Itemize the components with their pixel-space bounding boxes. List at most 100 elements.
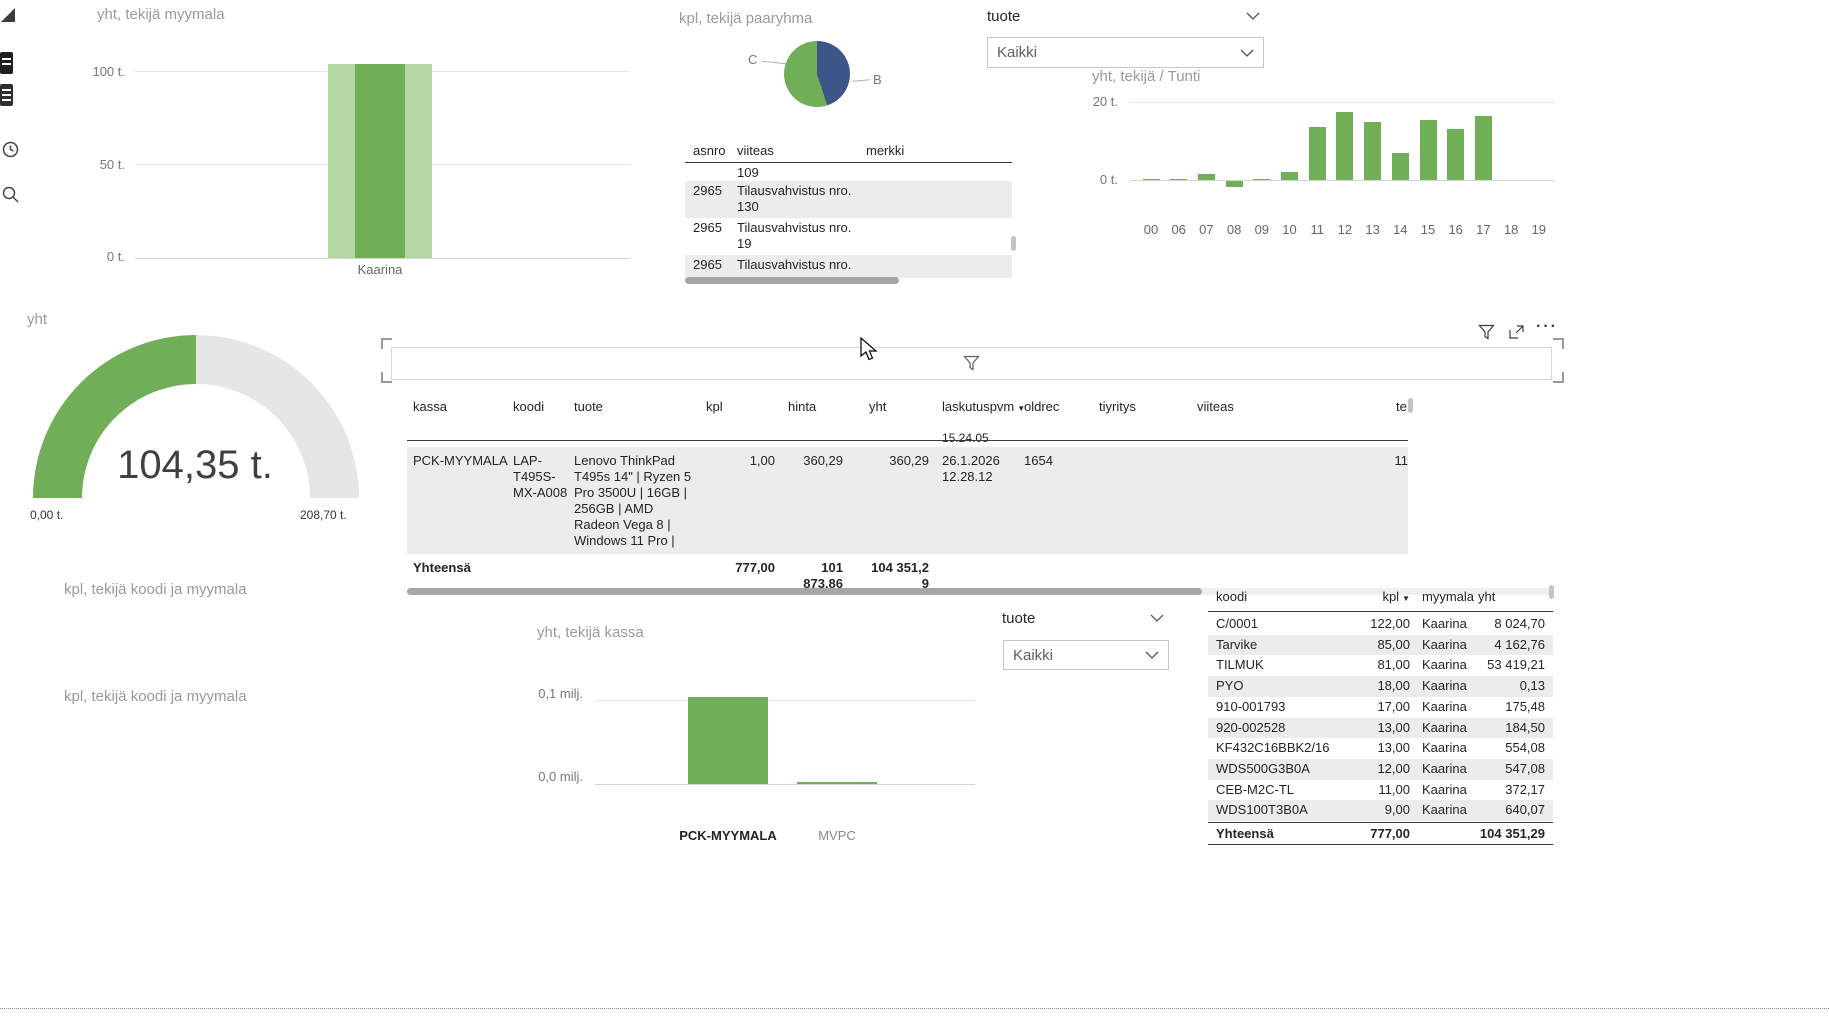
orders-col-merkki[interactable]: merkki: [866, 143, 905, 158]
bar-09[interactable]: [1253, 178, 1271, 180]
summary-row[interactable]: TILMUK 81,00 Kaarina 53 419,21: [1208, 655, 1553, 676]
bar-12[interactable]: [1336, 111, 1354, 180]
orders-col-asnro[interactable]: asnro: [693, 143, 726, 158]
bar-11[interactable]: [1308, 127, 1326, 180]
bar-06[interactable]: [1170, 179, 1188, 180]
table-filter-box[interactable]: [391, 347, 1552, 380]
orders-col-viiteas[interactable]: viiteas: [737, 143, 774, 158]
summary-cell-koodi: TILMUK: [1216, 657, 1264, 673]
chevron-down-icon[interactable]: [1246, 12, 1260, 20]
main-col-hinta[interactable]: hinta: [788, 399, 817, 414]
ytick: 0,1 milj.: [538, 686, 583, 701]
summary-cell-koodi: PYO: [1216, 678, 1244, 694]
summary-cell-yht: 554,08: [1505, 740, 1545, 756]
x-axis-label: 16: [1448, 222, 1463, 237]
summary-cell-koodi: CEB-M2C-TL: [1216, 781, 1295, 797]
summary-col-myymala[interactable]: myymala: [1422, 589, 1475, 604]
summary-col-yht[interactable]: yht: [1478, 589, 1496, 604]
filter-icon[interactable]: [1478, 324, 1495, 340]
summary-cell-yht: 640,07: [1505, 802, 1545, 818]
summary-cell-myymala: Kaarina: [1422, 740, 1467, 756]
summary-cell-myymala: Kaarina: [1422, 802, 1467, 818]
main-col-te[interactable]: te: [1396, 399, 1407, 414]
orders-row[interactable]: 2965 Tilausvahvistus nro. 19: [685, 218, 1012, 255]
selection-corner: [1553, 372, 1564, 383]
main-col-tiyritys[interactable]: tiyritys: [1099, 399, 1136, 414]
summary-cell-myymala: Kaarina: [1422, 760, 1467, 776]
bar-08[interactable]: [1225, 181, 1243, 187]
cell-yht: 360,29: [889, 453, 929, 468]
orders-row[interactable]: 2965 Tilausvahvistus nro.: [685, 255, 1012, 278]
summary-col-koodi[interactable]: koodi: [1216, 589, 1248, 604]
main-col-kpl[interactable]: kpl: [706, 399, 723, 414]
orders-row[interactable]: 109: [685, 163, 1012, 181]
summary-cell-kpl: 12,00: [1377, 760, 1410, 776]
ytick: 50 t.: [99, 157, 125, 172]
gauge-min: 0,00 t.: [30, 508, 64, 522]
bar-Kaarina[interactable]: [328, 63, 432, 258]
bar-PCK-MYYMALA[interactable]: [688, 696, 768, 784]
summary-row[interactable]: Tarvike 85,00 Kaarina 4 162,76: [1208, 634, 1553, 656]
bar-14[interactable]: [1391, 152, 1409, 180]
pie-chart-paaryhma[interactable]: [784, 41, 850, 107]
summary-row[interactable]: WDS100T3B0A 9,00 Kaarina 640,07: [1208, 800, 1553, 821]
dropdown-tuote-bottom[interactable]: Kaikki: [1003, 640, 1169, 670]
bar-chart-kassa: PCK-MYYMALA MVPC: [595, 690, 975, 850]
dropdown-tuote-top[interactable]: Kaikki: [987, 37, 1264, 68]
orders-row[interactable]: 2965 Tilausvahvistus nro. 130: [685, 181, 1012, 218]
search-icon[interactable]: [2, 186, 19, 203]
summary-col-kpl[interactable]: kpl ▼: [1382, 589, 1410, 604]
x-axis-label: 18: [1503, 222, 1519, 237]
collapse-icon[interactable]: [1, 8, 15, 22]
bar-10[interactable]: [1281, 172, 1298, 180]
summary-row[interactable]: C/0001 122,00 Kaarina 8 024,70: [1208, 614, 1553, 635]
summary-row[interactable]: PYO 18,00 Kaarina 0,13: [1208, 676, 1553, 697]
x-axis-label: 13: [1365, 222, 1380, 237]
bar-13[interactable]: [1364, 121, 1382, 180]
orders-vscrollbar[interactable]: [1011, 236, 1016, 251]
orders-cell: 2965: [693, 257, 722, 272]
main-hscrollbar[interactable]: [407, 588, 1202, 595]
main-col-oldrec[interactable]: oldrec: [1024, 399, 1060, 414]
summary-row[interactable]: 910-001793 17,00 Kaarina 175,48: [1208, 697, 1553, 718]
ytick: 100 t.: [92, 64, 125, 79]
layers-icon[interactable]: [0, 84, 13, 106]
main-col-koodi[interactable]: koodi: [513, 399, 545, 414]
table-row[interactable]: PCK-MYYMALA LAP-T495S-MX-A008 Lenovo Think…: [407, 447, 1408, 554]
bar-07[interactable]: [1197, 174, 1215, 180]
summary-vscrollbar[interactable]: [1549, 585, 1554, 599]
bar-15[interactable]: [1419, 119, 1437, 180]
pie-callout-line: [851, 79, 871, 82]
cell-te: 11: [1394, 453, 1409, 468]
report-page-icon[interactable]: [0, 52, 13, 74]
main-col-laskutuspvm[interactable]: laskutuspvm ▼: [942, 399, 1026, 414]
more-options-icon[interactable]: ···: [1536, 318, 1558, 335]
main-col-yht[interactable]: yht: [869, 399, 887, 414]
summary-cell-myymala: Kaarina: [1422, 636, 1467, 652]
bar-16[interactable]: [1447, 129, 1465, 180]
x-axis-label: 12: [1337, 222, 1353, 237]
bar-MVPC[interactable]: [797, 782, 877, 784]
summary-row[interactable]: KF432C16BBK2/16 13,00 Kaarina 554,08: [1208, 738, 1553, 759]
chevron-down-icon[interactable]: [1150, 614, 1164, 622]
summary-row[interactable]: CEB-M2C-TL 11,00 Kaarina 372,17: [1208, 780, 1553, 801]
x-axis-label: 07: [1199, 222, 1214, 237]
bar-00[interactable]: [1142, 178, 1160, 180]
empty-visual-title-1: kpl, tekijä koodi ja myymala: [64, 581, 247, 598]
summary-cell-yht: 175,48: [1505, 698, 1545, 714]
focus-mode-icon[interactable]: [1508, 324, 1525, 340]
summary-cell-myymala: Kaarina: [1422, 781, 1467, 797]
bar-17[interactable]: [1474, 115, 1492, 180]
filter-icon[interactable]: [963, 355, 980, 371]
gauge-chart[interactable]: [28, 330, 364, 503]
main-col-kassa[interactable]: kassa: [413, 399, 447, 414]
summary-row[interactable]: 920-002528 13,00 Kaarina 184,50: [1208, 717, 1553, 739]
cell-koodi: LAP-T495S-MX-A008: [513, 453, 568, 500]
x-axis-label: 09: [1254, 222, 1270, 237]
clock-icon[interactable]: [2, 141, 19, 158]
main-col-tuote[interactable]: tuote: [574, 399, 603, 414]
main-vscrollbar[interactable]: [1408, 398, 1413, 413]
orders-hscrollbar[interactable]: [685, 277, 899, 284]
main-col-viiteas[interactable]: viiteas: [1197, 399, 1234, 414]
summary-row[interactable]: WDS500G3B0A 12,00 Kaarina 547,08: [1208, 758, 1553, 780]
